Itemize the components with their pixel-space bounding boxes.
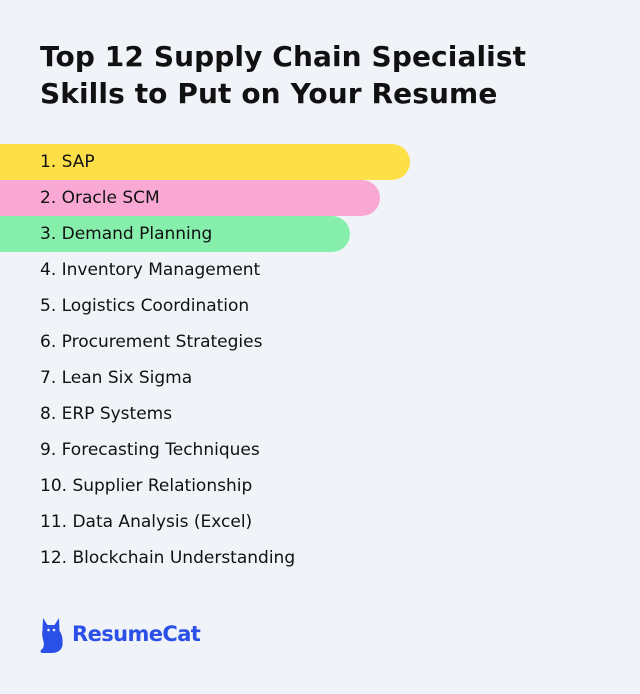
skill-item-lean-six-sigma: 7. Lean Six Sigma <box>40 368 193 388</box>
title-line-1: Top 12 Supply Chain Specialist <box>40 40 527 73</box>
skill-item-procurement-strategies: 6. Procurement Strategies <box>40 332 263 352</box>
skill-item-sap: 1. SAP <box>0 144 410 180</box>
skill-item-supplier-relationship: 10. Supplier Relationship <box>40 476 253 496</box>
cat-icon <box>40 618 63 653</box>
page-title: Top 12 Supply Chain Specialist Skills to… <box>40 38 620 112</box>
skill-item-data-analysis: 11. Data Analysis (Excel) <box>40 512 253 532</box>
skill-item-blockchain-understanding: 12. Blockchain Understanding <box>40 548 296 568</box>
skill-item-forecasting-techniques: 9. Forecasting Techniques <box>40 440 260 460</box>
brand-name: ResumeCat <box>72 622 201 646</box>
skill-item-inventory-management: 4. Inventory Management <box>40 260 261 280</box>
skill-item-oracle-scm: 2. Oracle SCM <box>0 180 380 216</box>
title-line-2: Skills to Put on Your Resume <box>40 77 498 110</box>
skill-item-erp-systems: 8. ERP Systems <box>40 404 173 424</box>
skills-list: 1. SAP 2. Oracle SCM 3. Demand Planning … <box>0 144 410 576</box>
brand-logo: ResumeCat <box>39 614 201 654</box>
skill-item-logistics-coordination: 5. Logistics Coordination <box>40 296 250 316</box>
skill-item-demand-planning: 3. Demand Planning <box>0 216 350 252</box>
